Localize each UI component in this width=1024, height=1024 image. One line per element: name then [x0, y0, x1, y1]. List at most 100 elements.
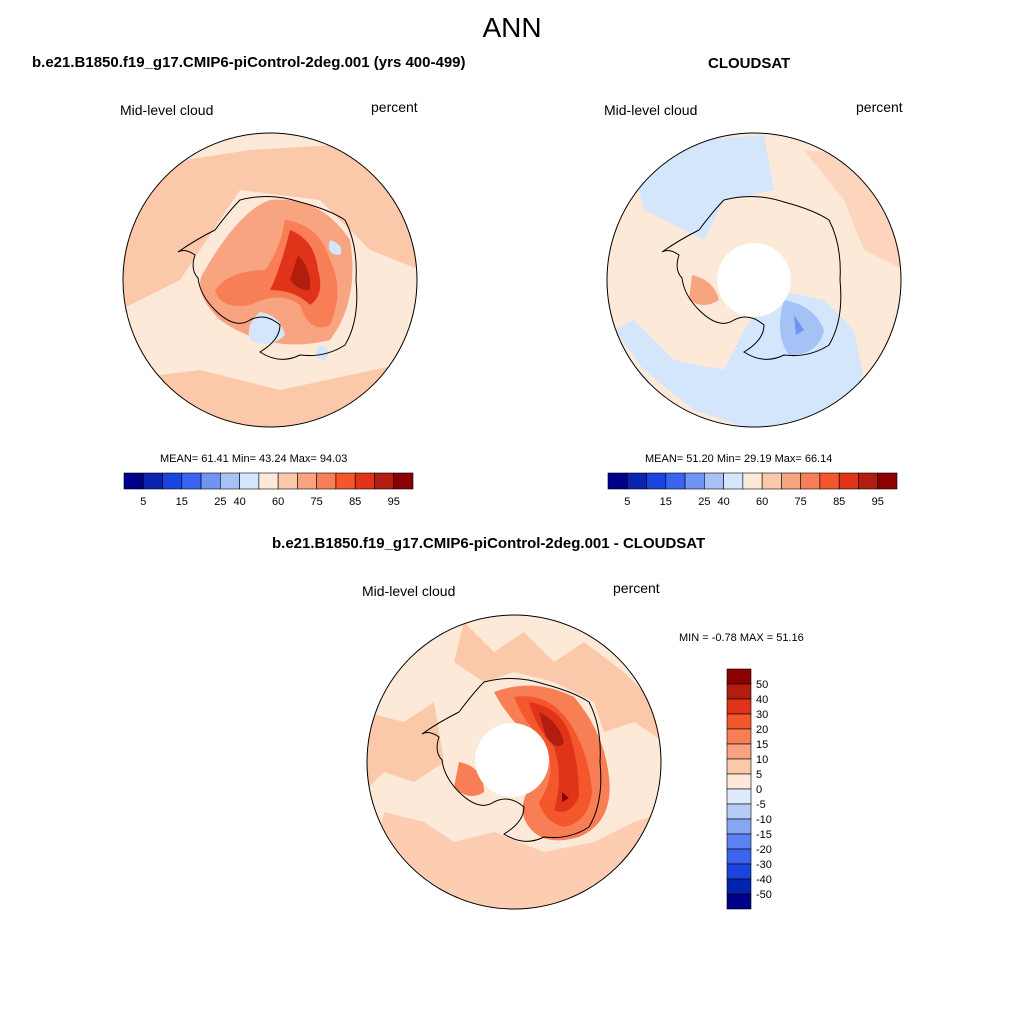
diff-colorbar-tick-label: 0: [756, 784, 762, 796]
diff-panel-title: b.e21.B1850.f19_g17.CMIP6-piControl-2deg…: [272, 535, 706, 552]
model-colorbar-tick-label: 95: [388, 496, 400, 508]
model-colorbar-tick-label: 5: [140, 496, 146, 508]
obs-colorbar: 5 15 25 40 60 75 85 95: [607, 472, 898, 508]
model-colorbar-swatch: [393, 472, 414, 490]
model-coastline: [177, 196, 358, 360]
diff-colorbar-tick-label: 20: [756, 724, 768, 736]
obs-polar-map: [606, 132, 902, 428]
diff-colorbar-swatch: [726, 668, 752, 685]
main-title: ANN: [482, 12, 542, 43]
obs-colorbar-swatch: [723, 472, 744, 490]
diff-colorbar-tick-label: 15: [756, 739, 768, 751]
diff-colorbar-swatch: [726, 833, 752, 850]
diff-contour-region: [529, 702, 579, 812]
model-colorbar-swatch: [316, 472, 337, 490]
diff-colorbar-tick-label: -5: [756, 799, 766, 811]
diff-colorbar-swatch: [726, 863, 752, 880]
model-colorbar: 5 15 25 40 60 75 85 95: [123, 472, 414, 508]
obs-contour-region: [634, 135, 774, 240]
model-colorbar-swatch: [297, 472, 317, 490]
model-colorbar-swatch: [258, 472, 279, 490]
obs-colorbar-swatch: [626, 472, 647, 490]
model-colorbar-swatch: [277, 472, 298, 490]
diff-colorbar-swatch: [726, 743, 752, 760]
model-panel-title: b.e21.B1850.f19_g17.CMIP6-piControl-2deg…: [32, 54, 466, 71]
model-contour-region: [316, 345, 329, 360]
diff-colorbar-tick-label: -40: [756, 874, 772, 886]
obs-variable-label: Mid-level cloud: [604, 102, 698, 118]
diff-colorbar-swatch: [726, 758, 752, 775]
diff-colorbar-tick-label: -30: [756, 859, 772, 871]
model-polar-map: [122, 132, 418, 428]
model-colorbar-swatch: [354, 472, 375, 490]
diff-colorbar-tick-label: 30: [756, 709, 768, 721]
obs-colorbar-swatch: [761, 472, 782, 490]
obs-colorbar-swatch: [781, 472, 801, 490]
obs-missing-data-hole: [717, 243, 791, 317]
obs-colorbar-swatch: [684, 472, 705, 490]
diff-colorbar-swatch: [726, 713, 752, 730]
obs-colorbar-tick-label: 40: [717, 496, 729, 508]
diff-variable-label: Mid-level cloud: [362, 583, 456, 599]
model-colorbar-swatch: [374, 472, 395, 490]
obs-colorbar-tick-label: 85: [833, 496, 845, 508]
diff-colorbar-swatch: [726, 698, 752, 715]
diff-colorbar-swatch: [726, 893, 752, 910]
diff-colorbar-tick-label: -50: [756, 889, 772, 901]
diff-colorbar-swatch: [726, 878, 752, 895]
model-contour-region: [248, 312, 285, 344]
diff-colorbar-swatch: [726, 803, 752, 820]
obs-units-label: percent: [856, 99, 903, 115]
diff-contour-region: [367, 812, 661, 909]
diff-contour-region: [367, 702, 444, 792]
model-colorbar-swatch: [142, 472, 163, 490]
model-colorbar-swatch: [220, 472, 240, 490]
obs-colorbar-tick-label: 5: [624, 496, 630, 508]
diff-colorbar-tick-label: 50: [756, 679, 768, 691]
model-colorbar-tick-label: 25: [214, 496, 226, 508]
obs-stats: MEAN= 51.20 Min= 29.19 Max= 66.14: [645, 453, 833, 465]
diff-map-border: [366, 614, 662, 910]
diff-contour-region: [454, 622, 661, 742]
diff-colorbar-tick-label: 10: [756, 754, 768, 766]
model-colorbar-tick-label: 85: [349, 496, 361, 508]
model-map-border: [122, 132, 418, 428]
model-colorbar-swatch: [162, 472, 183, 490]
obs-colorbar-swatch: [838, 472, 859, 490]
diff-contour-region: [454, 762, 484, 796]
model-colorbar-tick-label: 75: [311, 496, 323, 508]
obs-colorbar-tick-label: 15: [660, 496, 672, 508]
model-colorbar-tick-label: 40: [233, 496, 245, 508]
diff-colorbar-swatch: [726, 728, 752, 745]
obs-colorbar-swatch: [877, 472, 898, 490]
obs-colorbar-swatch: [665, 472, 686, 490]
obs-colorbar-tick-label: 60: [756, 496, 768, 508]
model-contour-region: [290, 255, 311, 291]
model-colorbar-swatch: [239, 472, 260, 490]
diff-colorbar-swatch: [726, 848, 752, 865]
obs-colorbar-swatch: [704, 472, 724, 490]
model-colorbar-swatch: [123, 472, 144, 490]
model-units-label: percent: [371, 99, 418, 115]
diff-colorbar-swatch: [726, 683, 752, 700]
obs-colorbar-swatch: [800, 472, 821, 490]
obs-colorbar-tick-label: 75: [795, 496, 807, 508]
model-variable-label: Mid-level cloud: [120, 102, 214, 118]
diff-polar-map: [366, 614, 662, 910]
diff-colorbar-tick-label: 40: [756, 694, 768, 706]
diff-coastline: [421, 678, 602, 842]
obs-coastline: [661, 196, 842, 360]
diff-missing-data-hole: [475, 723, 549, 797]
model-contour-region: [123, 140, 417, 310]
diff-colorbar-swatch: [726, 818, 752, 835]
obs-colorbar-tick-label: 25: [698, 496, 710, 508]
obs-colorbar-swatch: [858, 472, 879, 490]
model-colorbar-swatch: [200, 472, 221, 490]
model-colorbar-tick-label: 60: [272, 496, 284, 508]
obs-panel-title: CLOUDSAT: [708, 55, 791, 72]
diff-contour-region: [562, 792, 569, 802]
obs-colorbar-swatch: [819, 472, 840, 490]
diff-colorbar-tick-label: -15: [756, 829, 772, 841]
diff-contour-region: [539, 712, 564, 746]
